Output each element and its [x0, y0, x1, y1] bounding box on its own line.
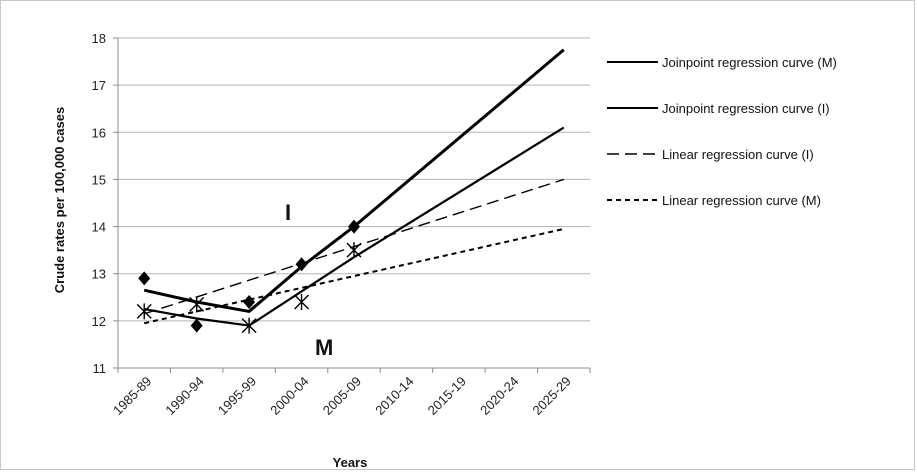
y-axis-title: Crude rates per 100,000 cases [52, 107, 67, 293]
x-tick-label: 1990-94 [162, 374, 206, 418]
y-tick-label: 13 [92, 267, 106, 282]
legend-label: Linear regression curve (I) [662, 147, 814, 162]
x-tick-labels: 1985-89 1990-94 1995-99 2000-04 2005-09 2010-… [110, 374, 574, 418]
x-tick-label: 2020-24 [477, 374, 521, 418]
x-tick-label: 1985-89 [110, 374, 154, 418]
star-marker [346, 242, 362, 259]
y-tick-label: 15 [92, 172, 106, 187]
diamond-marker [190, 318, 203, 333]
observed-points [136, 219, 362, 334]
x-axis-title: Years [333, 455, 368, 470]
star-marker [294, 294, 310, 310]
x-tick-label: 2000-04 [267, 374, 311, 418]
x-tick-label: 2010-14 [372, 374, 416, 418]
x-tick-label: 1995-99 [215, 374, 259, 418]
y-tick-label: 11 [93, 361, 107, 376]
legend-label: Joinpoint regression curve (M) [662, 55, 837, 70]
star-marker [189, 296, 205, 313]
series-lines [143, 48, 565, 327]
x-tick-label: 2015-19 [425, 374, 469, 418]
legend-label: Linear regression curve (M) [662, 193, 821, 208]
axes [113, 37, 591, 373]
x-tick-label: 2025-29 [530, 374, 574, 418]
annotation-m: M [315, 335, 333, 360]
legend: Joinpoint regression curve (M) Joinpoint … [607, 55, 837, 208]
annotation-i: I [285, 200, 291, 225]
y-tick-labels: 11 12 13 14 15 16 17 18 [92, 31, 106, 376]
star-marker [136, 303, 152, 320]
y-tick-label: 12 [92, 314, 106, 329]
y-tick-label: 16 [92, 125, 106, 140]
series-line [143, 48, 565, 313]
y-tick-label: 17 [92, 78, 106, 93]
legend-label: Joinpoint regression curve (I) [662, 101, 830, 116]
x-tick-label: 2005-09 [320, 374, 364, 418]
diamond-marker [348, 219, 360, 234]
diamond-marker [243, 295, 256, 309]
star-marker [241, 317, 257, 334]
diamond-marker [295, 257, 308, 272]
diamond-marker [138, 271, 151, 286]
y-tick-label: 18 [92, 31, 106, 46]
y-tick-label: 14 [92, 220, 106, 235]
